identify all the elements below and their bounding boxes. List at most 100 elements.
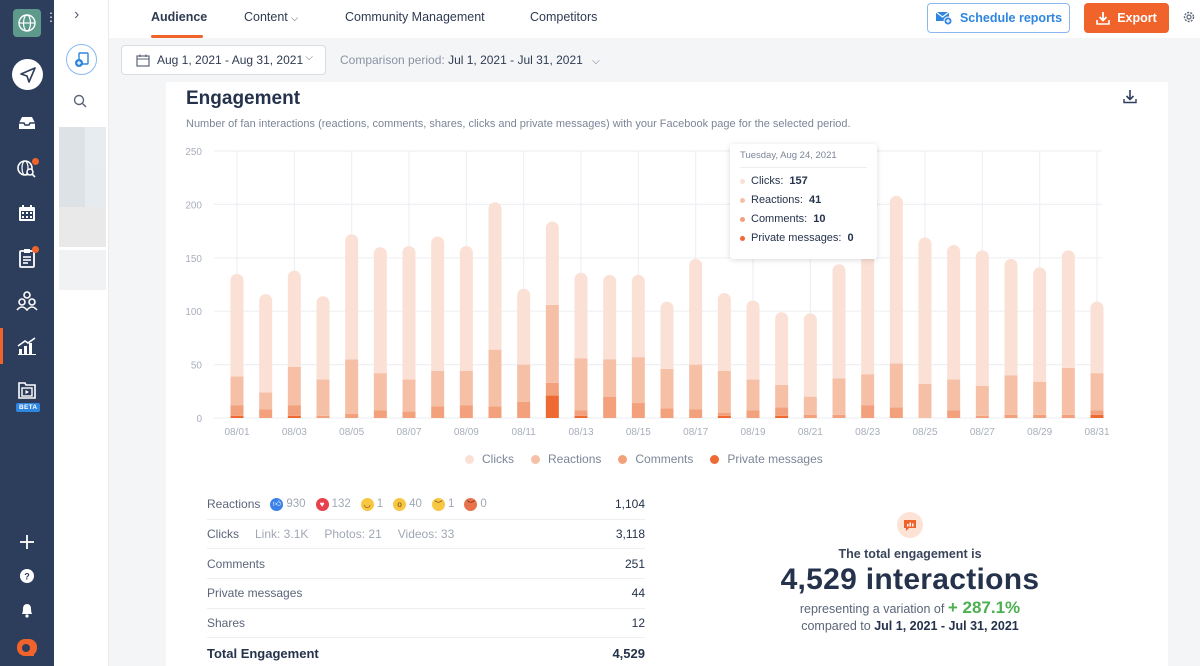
rail-item-team[interactable] (0, 283, 54, 319)
bar-reactions-08-27[interactable] (975, 385, 989, 416)
bar-clicks-08-26[interactable] (947, 244, 961, 380)
bar-stack-08-20[interactable] (775, 312, 789, 418)
bar-comments-08-21[interactable] (803, 414, 817, 418)
bar-reactions-08-17[interactable] (689, 364, 703, 410)
bar-reactions-08-20[interactable] (775, 384, 789, 408)
bar-stack-08-14[interactable] (603, 274, 617, 418)
bar-stack-08-30[interactable] (1061, 250, 1075, 418)
bar-stack-08-24[interactable] (889, 195, 903, 418)
bar-private-messages-08-13[interactable] (574, 415, 588, 418)
bar-stack-08-21[interactable] (803, 313, 817, 418)
bar-reactions-08-29[interactable] (1033, 381, 1047, 415)
bar-stack-08-26[interactable] (947, 244, 961, 418)
date-range-picker[interactable]: Aug 1, 2021 - Aug 31, 2021 ⌵ (121, 45, 326, 75)
comparison-period-selector[interactable]: Comparison period: Jul 1, 2021 - Jul 31,… (340, 53, 600, 67)
bar-stack-08-18[interactable] (717, 293, 731, 418)
bar-stack-08-31[interactable] (1090, 301, 1104, 418)
bar-stack-08-17[interactable] (689, 258, 703, 418)
bar-reactions-08-18[interactable] (717, 371, 731, 413)
bar-clicks-08-16[interactable] (660, 301, 674, 369)
bar-stack-08-02[interactable] (259, 294, 273, 418)
bar-private-messages-08-20[interactable] (775, 415, 789, 418)
bar-comments-08-19[interactable] (746, 410, 760, 418)
bar-reactions-08-02[interactable] (259, 392, 273, 410)
bar-stack-08-13[interactable] (574, 272, 588, 418)
bar-comments-08-07[interactable] (402, 411, 416, 418)
bar-clicks-08-05[interactable] (345, 234, 359, 360)
bar-comments-08-01[interactable] (230, 405, 244, 416)
bar-clicks-08-13[interactable] (574, 272, 588, 359)
bar-private-messages-08-18[interactable] (717, 415, 731, 418)
rail-item-tasks[interactable] (0, 240, 54, 276)
profile-thumbnail[interactable] (59, 127, 106, 167)
bar-comments-08-24[interactable] (889, 407, 903, 418)
bar-comments-08-29[interactable] (1033, 414, 1047, 418)
bar-comments-08-04[interactable] (316, 415, 330, 418)
bar-clicks-08-09[interactable] (459, 246, 473, 372)
bar-clicks-08-10[interactable] (488, 202, 502, 350)
bar-stack-08-09[interactable] (459, 246, 473, 418)
bar-comments-08-20[interactable] (775, 407, 789, 416)
download-icon[interactable] (1123, 89, 1137, 104)
gear-icon[interactable] (1182, 10, 1196, 24)
profile-thumbnail[interactable] (59, 250, 106, 290)
bar-stack-08-28[interactable] (1004, 258, 1018, 418)
bar-clicks-08-29[interactable] (1033, 267, 1047, 382)
workspace-logo[interactable] (13, 9, 41, 37)
bar-comments-08-13[interactable] (574, 410, 588, 416)
bar-stack-08-12[interactable] (545, 221, 559, 418)
bar-comments-08-27[interactable] (975, 415, 989, 418)
brand-logo[interactable] (16, 636, 38, 658)
bar-comments-08-02[interactable] (259, 409, 273, 418)
bar-stack-08-23[interactable] (861, 252, 875, 418)
rail-item-publish[interactable] (12, 59, 43, 90)
rail-notifications-button[interactable] (0, 592, 54, 628)
bar-reactions-08-11[interactable] (517, 364, 531, 402)
bar-comments-08-18[interactable] (717, 412, 731, 416)
legend-item-clicks[interactable]: Clicks (465, 452, 514, 466)
bar-reactions-08-16[interactable] (660, 368, 674, 409)
bar-clicks-08-27[interactable] (975, 250, 989, 386)
bar-clicks-08-25[interactable] (918, 237, 932, 384)
bar-clicks-08-22[interactable] (832, 264, 846, 379)
bar-private-messages-08-03[interactable] (287, 415, 301, 418)
rail-item-analytics[interactable] (0, 328, 54, 364)
bar-comments-08-22[interactable] (832, 414, 846, 418)
bar-clicks-08-03[interactable] (287, 270, 301, 367)
bar-clicks-08-02[interactable] (259, 294, 273, 393)
bar-comments-08-15[interactable] (631, 403, 645, 418)
rail-item-calendar[interactable] (0, 195, 54, 231)
bar-clicks-08-08[interactable] (431, 236, 445, 372)
bar-stack-08-07[interactable] (402, 246, 416, 418)
bar-reactions-08-26[interactable] (947, 379, 961, 411)
tab-content[interactable]: Content ⌵ (244, 10, 298, 24)
bar-stack-08-04[interactable] (316, 296, 330, 418)
bar-comments-08-30[interactable] (1061, 414, 1075, 418)
tab-audience[interactable]: Audience (151, 10, 208, 24)
bar-comments-08-31[interactable] (1090, 410, 1104, 415)
bar-comments-08-28[interactable] (1004, 414, 1018, 418)
add-profile-button[interactable] (66, 44, 97, 75)
bar-private-messages-08-31[interactable] (1090, 414, 1104, 418)
bar-comments-08-06[interactable] (373, 410, 387, 418)
bar-stack-08-05[interactable] (345, 234, 359, 418)
bar-reactions-08-06[interactable] (373, 373, 387, 411)
bar-reactions-08-31[interactable] (1090, 373, 1104, 411)
bar-reactions-08-04[interactable] (316, 379, 330, 416)
bar-clicks-08-28[interactable] (1004, 258, 1018, 376)
bar-stack-08-03[interactable] (287, 270, 301, 418)
bar-reactions-08-25[interactable] (918, 383, 932, 418)
bar-reactions-08-15[interactable] (631, 357, 645, 404)
bar-comments-08-03[interactable] (287, 405, 301, 416)
bar-reactions-08-19[interactable] (746, 379, 760, 411)
bar-comments-08-08[interactable] (431, 406, 445, 418)
bar-stack-08-19[interactable] (746, 300, 760, 418)
bar-reactions-08-13[interactable] (574, 358, 588, 411)
bar-stack-08-27[interactable] (975, 250, 989, 418)
schedule-reports-button[interactable]: Schedule reports (927, 3, 1070, 33)
bar-reactions-08-10[interactable] (488, 349, 502, 407)
bar-stack-08-08[interactable] (431, 236, 445, 418)
bar-comments-08-23[interactable] (861, 405, 875, 418)
bar-reactions-08-03[interactable] (287, 366, 301, 406)
bar-clicks-08-23[interactable] (861, 252, 875, 375)
